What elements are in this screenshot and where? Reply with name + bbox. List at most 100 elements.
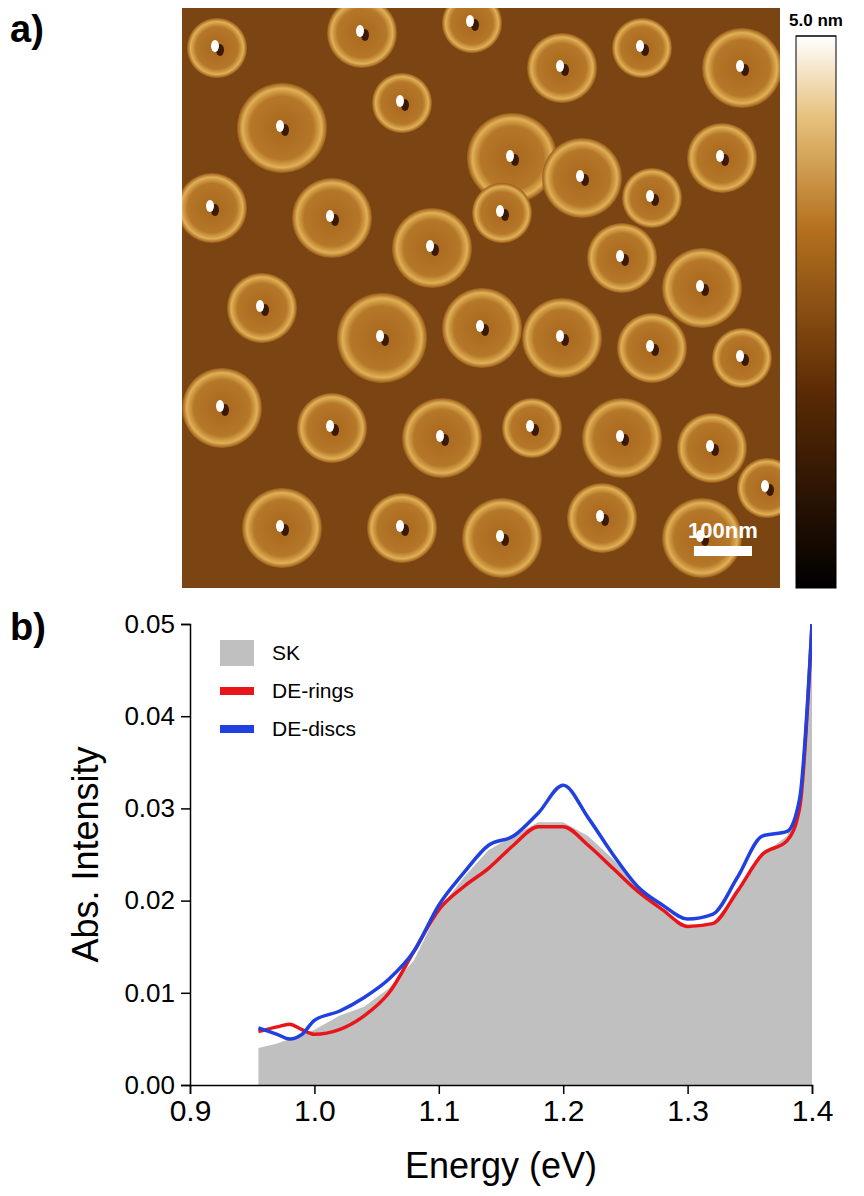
x-axis-line [191,1086,813,1095]
y-tick: 0.02 [124,885,190,915]
afm-dot [556,330,564,342]
legend: SK DE-rings DE-discs [220,640,356,740]
x-tick-label: 1.2 [543,1094,585,1127]
afm-dot [716,150,724,162]
y-tick-label: 0.01 [124,978,175,1008]
afm-dot [616,430,624,442]
afm-dot [326,210,334,222]
x-tick: 1.4 [792,1085,834,1127]
plot-area [258,624,812,1085]
y-tick-mark [181,993,190,995]
x-tick-mark [190,1085,192,1094]
y-tick: 0.05 [124,609,190,639]
y-tick: 0.04 [124,701,190,731]
afm-ring [182,368,262,448]
afm-ring [527,33,597,103]
x-tick-label: 1.3 [667,1094,709,1127]
line-series [258,624,812,1039]
afm-dot [206,200,214,212]
afm-ring [242,488,322,568]
afm-dot [596,510,604,522]
afm-background [182,8,780,588]
x-tick-label: 1.0 [294,1094,336,1127]
scale-bar-label: 100nm [688,518,758,543]
x-axis: 0.9 1.0 1.1 1.2 1.3 1.4 [170,1085,834,1127]
x-tick-mark [812,1085,814,1094]
afm-ring [237,83,327,173]
afm-ring [472,183,532,243]
afm-dot [526,420,534,432]
y-axis: 0.00 0.01 0.02 0.03 0.04 0.05 [124,609,190,1100]
y-tick-mark [181,808,190,810]
line-series [258,624,812,1034]
x-tick: 1.0 [294,1085,336,1127]
afm-ring [227,273,297,343]
y-tick-mark [181,1085,190,1087]
colorbar-tick-label: 5.0 nm [789,11,843,30]
x-tick-label: 1.1 [418,1094,460,1127]
afm-dot [326,420,334,432]
afm-ring [662,248,742,328]
x-axis-title: Energy (eV) [405,1145,597,1186]
afm-ring [522,298,602,378]
afm-ring [372,73,432,133]
afm-ring [712,328,772,388]
x-tick-mark [687,1085,689,1094]
y-tick-label: 0.03 [124,793,175,823]
y-tick-label: 0.05 [124,609,175,639]
afm-ring [702,28,780,108]
colorbar-tick [796,36,836,37]
afm-ring [622,168,682,228]
scale-bar [694,546,752,556]
afm-dot [576,170,584,182]
afm-dot [276,120,284,132]
afm-ring [392,208,472,288]
afm-dot [646,340,654,352]
x-tick-label: 0.9 [170,1094,212,1127]
afm-dot [396,520,404,532]
figure: a)100nm5.0 nmb)0.91.01.11.21.31.40.000.0… [0,0,864,1196]
afm-ring [182,173,247,243]
y-tick-label: 0.00 [124,1070,175,1100]
afm-dot [706,440,714,452]
y-tick: 0.00 [124,1070,190,1100]
y-tick-label: 0.04 [124,701,175,731]
afm-dot [211,40,219,52]
legend-swatch [220,725,254,733]
afm-dot [476,320,484,332]
legend-label: DE-rings [272,679,354,702]
panel-label: b) [10,606,46,648]
afm-ring [587,223,657,293]
afm-dot [556,60,564,72]
afm-dot [276,520,284,532]
afm-dot [646,190,654,202]
afm-ring [582,398,662,478]
afm-ring [687,123,757,193]
afm-ring [567,483,637,553]
legend-swatch [220,640,254,666]
y-tick: 0.03 [124,793,190,823]
y-tick: 0.01 [124,978,190,1008]
legend-swatch [220,687,254,695]
afm-ring [677,413,747,483]
x-tick-label: 1.4 [792,1094,834,1127]
afm-dot [436,430,444,442]
x-tick: 0.9 [170,1085,212,1127]
y-tick-mark [181,900,190,902]
afm-ring [337,293,427,383]
afm-dot [356,25,364,37]
afm-ring [297,393,367,463]
legend-label: DE-discs [272,717,356,740]
y-axis-title: Abs. Intensity [65,746,106,962]
afm-ring [187,18,247,78]
afm-ring [462,498,542,578]
legend-label: SK [272,641,300,664]
afm-image [182,8,780,588]
y-tick-label: 0.02 [124,885,175,915]
afm-dot [616,250,624,262]
x-tick: 1.1 [418,1085,460,1127]
afm-dot [736,60,744,72]
afm-dot [736,350,744,362]
afm-dot [761,480,769,492]
afm-dot [466,15,474,27]
